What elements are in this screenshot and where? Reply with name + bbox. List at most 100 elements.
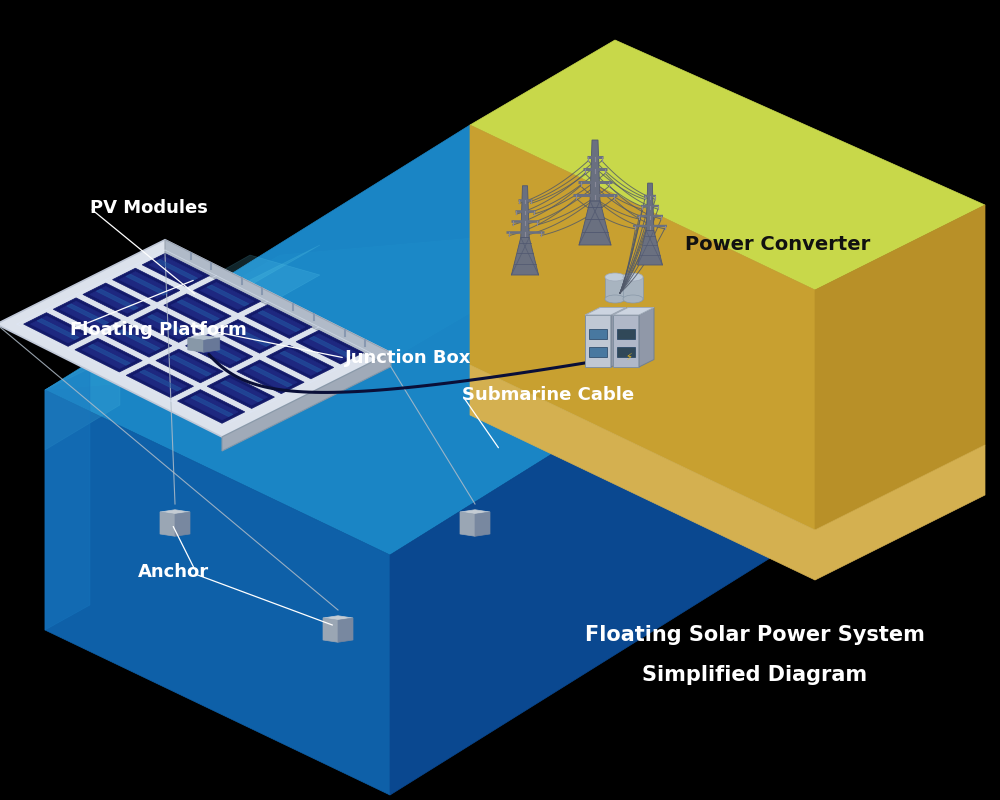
Polygon shape: [390, 290, 815, 795]
Text: Submarine Cable: Submarine Cable: [462, 386, 634, 404]
Polygon shape: [273, 349, 327, 375]
Ellipse shape: [623, 273, 643, 281]
Polygon shape: [613, 315, 639, 367]
Polygon shape: [184, 393, 238, 420]
Polygon shape: [244, 363, 297, 390]
Ellipse shape: [605, 273, 625, 281]
Polygon shape: [579, 201, 611, 245]
Polygon shape: [585, 315, 611, 367]
Text: Junction Box: Junction Box: [345, 349, 471, 367]
Polygon shape: [45, 225, 620, 390]
Polygon shape: [815, 205, 985, 530]
Polygon shape: [75, 338, 142, 372]
Polygon shape: [160, 510, 190, 514]
Polygon shape: [475, 512, 490, 536]
Polygon shape: [186, 334, 253, 368]
Polygon shape: [88, 344, 130, 366]
Polygon shape: [160, 512, 175, 536]
Polygon shape: [178, 390, 245, 423]
Polygon shape: [82, 342, 135, 369]
Polygon shape: [303, 334, 357, 361]
Polygon shape: [188, 338, 204, 352]
Polygon shape: [200, 282, 254, 310]
Polygon shape: [617, 329, 635, 339]
Polygon shape: [141, 312, 195, 339]
Ellipse shape: [605, 295, 625, 303]
Polygon shape: [163, 353, 216, 379]
Polygon shape: [280, 351, 322, 372]
Polygon shape: [133, 367, 187, 394]
Polygon shape: [67, 304, 109, 325]
Polygon shape: [156, 259, 198, 280]
Polygon shape: [90, 286, 143, 314]
Polygon shape: [142, 254, 209, 287]
Polygon shape: [37, 318, 79, 340]
Polygon shape: [30, 316, 84, 343]
Polygon shape: [323, 616, 353, 620]
Polygon shape: [83, 283, 150, 317]
Polygon shape: [296, 330, 363, 364]
Polygon shape: [207, 375, 274, 409]
Polygon shape: [90, 255, 320, 365]
Polygon shape: [237, 360, 304, 394]
Polygon shape: [204, 338, 220, 352]
Polygon shape: [611, 307, 626, 367]
Polygon shape: [266, 345, 334, 379]
Polygon shape: [521, 186, 529, 238]
Polygon shape: [309, 336, 352, 358]
Polygon shape: [45, 125, 815, 555]
Polygon shape: [460, 512, 475, 536]
Polygon shape: [214, 378, 268, 405]
Polygon shape: [111, 327, 165, 354]
Text: Simplified Diagram: Simplified Diagram: [642, 665, 868, 685]
Polygon shape: [191, 395, 233, 417]
Text: Power Converter: Power Converter: [685, 235, 870, 254]
Polygon shape: [177, 300, 219, 321]
Polygon shape: [119, 272, 173, 298]
Text: Floating Platform: Floating Platform: [70, 321, 247, 339]
Polygon shape: [221, 381, 263, 402]
Polygon shape: [134, 309, 201, 342]
Polygon shape: [140, 370, 182, 391]
Polygon shape: [623, 277, 643, 299]
Text: Anchor: Anchor: [138, 563, 209, 581]
Polygon shape: [175, 512, 190, 536]
Polygon shape: [250, 366, 292, 387]
Polygon shape: [222, 353, 391, 451]
Polygon shape: [617, 347, 635, 357]
Polygon shape: [589, 347, 607, 357]
Polygon shape: [148, 314, 190, 336]
Polygon shape: [511, 238, 539, 275]
Polygon shape: [646, 183, 654, 230]
Polygon shape: [45, 390, 390, 795]
Polygon shape: [585, 307, 626, 315]
Polygon shape: [638, 230, 662, 265]
Polygon shape: [199, 340, 241, 362]
Polygon shape: [171, 298, 224, 324]
Polygon shape: [470, 40, 985, 290]
Polygon shape: [60, 302, 114, 328]
Polygon shape: [338, 618, 353, 642]
Polygon shape: [323, 618, 338, 642]
Polygon shape: [126, 274, 168, 295]
Polygon shape: [118, 330, 160, 350]
Polygon shape: [164, 294, 231, 327]
Polygon shape: [639, 307, 654, 367]
Polygon shape: [156, 349, 223, 383]
Text: PV Modules: PV Modules: [90, 199, 208, 217]
Polygon shape: [228, 326, 271, 346]
Polygon shape: [45, 245, 320, 390]
Polygon shape: [96, 289, 138, 310]
Polygon shape: [53, 298, 121, 331]
Text: Floating Solar Power System: Floating Solar Power System: [585, 625, 925, 645]
Polygon shape: [590, 140, 600, 201]
Polygon shape: [470, 365, 815, 580]
Polygon shape: [605, 277, 625, 299]
Polygon shape: [252, 308, 305, 335]
Polygon shape: [169, 355, 211, 376]
Polygon shape: [815, 445, 985, 580]
Polygon shape: [460, 510, 490, 514]
Ellipse shape: [623, 295, 643, 303]
Polygon shape: [207, 285, 249, 306]
Polygon shape: [0, 240, 391, 437]
